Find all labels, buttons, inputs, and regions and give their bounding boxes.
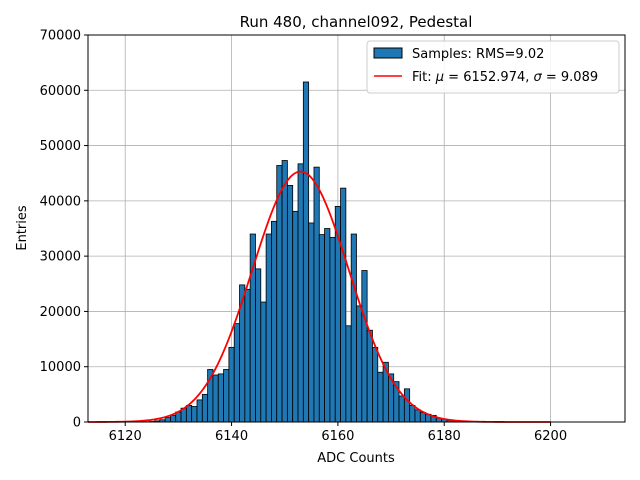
histogram-bar: [217, 373, 224, 423]
histogram-bar: [409, 405, 416, 423]
histogram-bar: [361, 270, 368, 423]
histogram-bar: [340, 187, 347, 423]
histogram-bar: [356, 305, 363, 423]
histogram-bar: [350, 233, 357, 423]
histogram-bar: [318, 234, 325, 423]
histogram-bar: [276, 165, 283, 423]
y-tick-label: 70000: [40, 29, 81, 44]
y-axis-ticks: 0 10000 20000 30000 40000 50000 60000 70000: [40, 29, 88, 431]
legend-fit-mu-value: = 6152.974,: [444, 70, 533, 85]
x-axis-ticks: 6120 6140 6160 6180 6200: [109, 422, 567, 444]
histogram-bar: [185, 405, 193, 423]
x-tick-label: 6160: [321, 429, 354, 444]
histogram-bar: [403, 388, 411, 423]
histogram-bar: [292, 210, 299, 423]
y-tick-label: 40000: [40, 194, 81, 209]
histogram-bar: [223, 369, 230, 423]
legend-fit-sigma-symbol: σ: [534, 70, 543, 85]
histogram-bar: [419, 412, 427, 423]
histogram-bar: [228, 346, 235, 423]
histogram-bar: [286, 184, 294, 423]
histogram-bar: [308, 222, 315, 423]
histogram-bar: [324, 228, 331, 423]
histogram-bar: [377, 371, 384, 423]
histogram-bars: [148, 81, 458, 423]
histogram-bar: [265, 233, 272, 423]
y-tick-label: 30000: [40, 250, 81, 265]
x-tick-label: 6200: [534, 429, 567, 444]
y-tick-label: 0: [73, 416, 81, 431]
histogram-bar: [398, 395, 405, 423]
legend-histogram-swatch: [373, 47, 403, 59]
histogram-bar: [372, 346, 379, 423]
plot-frame: [87, 34, 626, 423]
histogram-bar: [414, 409, 421, 423]
histogram-bar: [191, 406, 198, 423]
histogram-bar: [329, 236, 336, 423]
legend-fit-sigma-value: = 9.089: [542, 70, 598, 85]
chart-title: Run 480, channel092, Pedestal: [240, 13, 473, 31]
x-tick-label: 6180: [428, 429, 461, 444]
legend-fit-prefix: Fit:: [412, 70, 436, 85]
histogram-bar: [366, 329, 373, 423]
histogram-bar: [212, 374, 219, 423]
y-tick-label: 10000: [40, 360, 81, 375]
x-tick-label: 6140: [215, 429, 248, 444]
histogram-bar: [164, 417, 171, 423]
histogram-bar: [313, 166, 320, 423]
x-axis-label: ADC Counts: [317, 451, 395, 466]
y-tick-label: 50000: [40, 139, 81, 154]
histogram-bar: [302, 81, 310, 423]
histogram-bar: [233, 323, 240, 423]
y-axis-label: Entries: [15, 205, 30, 251]
histogram-bar: [345, 325, 352, 423]
y-tick-label: 20000: [40, 305, 81, 320]
histogram-bar: [196, 399, 203, 423]
histogram-bar: [281, 160, 288, 423]
legend-fit-mu-symbol: μ: [435, 70, 444, 85]
histogram-bar: [170, 414, 177, 423]
legend-histogram-label: Samples: RMS=9.02: [412, 47, 544, 62]
legend: Samples: RMS=9.02 Fit: μ = 6152.974, σ =…: [366, 40, 620, 94]
histogram-bar: [260, 301, 267, 423]
histogram-bar: [271, 220, 278, 423]
x-tick-label: 6120: [109, 429, 142, 444]
legend-fit-label: Fit: μ = 6152.974, σ = 9.089: [412, 70, 598, 85]
histogram-bar: [297, 163, 304, 423]
histogram-bar: [201, 393, 209, 423]
legend-box: [366, 40, 620, 94]
y-tick-label: 60000: [40, 84, 81, 99]
histogram-bar: [255, 268, 262, 423]
histogram-bar: [244, 288, 251, 423]
